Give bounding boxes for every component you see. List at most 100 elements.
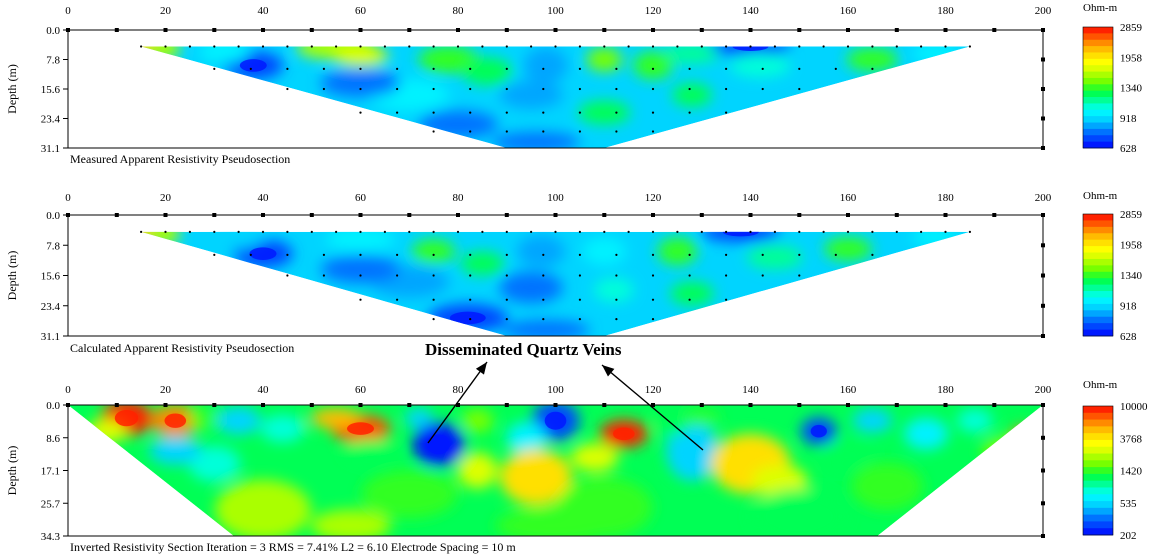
datum-point <box>651 230 655 233</box>
datum-point <box>505 253 508 256</box>
colorbar-label: 1420 <box>1120 466 1143 478</box>
datum-point <box>725 67 728 70</box>
colorbar-swatch <box>1083 412 1113 420</box>
electrode-marker <box>748 213 753 217</box>
x-tick-label: 0 <box>65 192 71 204</box>
resistivity-blob <box>904 417 948 450</box>
datum-point <box>140 230 143 233</box>
datum-point <box>615 318 618 321</box>
colorbar-label: 2859 <box>1120 22 1143 34</box>
datum-point <box>700 230 703 233</box>
datum-point <box>749 230 752 233</box>
datum-point <box>798 253 801 256</box>
resistivity-core <box>103 41 130 54</box>
datum-point <box>359 111 362 114</box>
datum-point <box>396 253 399 256</box>
datum-point <box>396 111 399 114</box>
electrode-marker <box>651 28 655 32</box>
colorbar-label: 628 <box>1120 331 1137 343</box>
resistivity-blob <box>320 69 401 98</box>
colorbar-swatch <box>1083 521 1113 529</box>
colorbar-swatch <box>1083 141 1113 149</box>
colorbar-swatch <box>1083 103 1113 111</box>
resistivity-blob <box>149 436 202 465</box>
datum-point <box>725 87 728 91</box>
colorbar-swatch <box>1083 329 1113 337</box>
resistivity-core <box>103 227 130 240</box>
datum-point <box>798 230 801 233</box>
y-axis-label: Depth (m) <box>5 64 19 114</box>
datum-point <box>505 274 508 277</box>
resistivity-blob <box>215 479 311 536</box>
datum-point <box>968 230 972 233</box>
resistivity-blob <box>664 46 720 64</box>
datum-point <box>249 253 252 256</box>
colorbar-swatch <box>1083 439 1113 448</box>
datum-point <box>578 87 582 91</box>
colorbar-swatch <box>1083 27 1113 34</box>
datum-point <box>871 253 874 256</box>
colorbar-swatch <box>1083 480 1113 488</box>
datum-point <box>798 67 801 70</box>
datum-point <box>871 230 874 233</box>
electrode-marker <box>748 28 753 32</box>
electrode-marker <box>943 213 948 217</box>
electrode-marker <box>748 403 753 407</box>
colorbar-label: 1340 <box>1120 83 1143 95</box>
datum-point <box>481 45 484 48</box>
colorbar-swatch <box>1083 303 1113 311</box>
y-tick-label: 7.8 <box>46 55 60 67</box>
datum-point <box>761 67 764 70</box>
datum-point <box>286 230 289 233</box>
x-axis: 0 20 40 60 80 100 120 140 160 180 200 <box>65 5 1052 17</box>
datum-point <box>688 274 691 277</box>
datum-point <box>261 45 265 48</box>
colorbar-swatch <box>1083 426 1113 434</box>
resistivity-blob <box>310 509 391 536</box>
y-tick-label: 7.8 <box>46 240 60 252</box>
right-axis-marker <box>1041 303 1045 308</box>
datum-point <box>505 298 508 301</box>
resistivity-blob <box>911 231 960 247</box>
electrode-marker <box>992 213 997 217</box>
electrode-marker <box>894 213 899 217</box>
datum-point <box>651 111 655 114</box>
datum-point <box>542 298 545 301</box>
section-field <box>68 405 1043 536</box>
resistivity-blob <box>911 46 960 64</box>
resistivity-blob <box>457 452 498 489</box>
x-tick-label: 60 <box>355 192 367 204</box>
datum-point <box>456 230 460 233</box>
datum-point <box>432 87 435 91</box>
datum-point <box>322 67 325 70</box>
colorbar-swatch <box>1083 271 1113 279</box>
datum-point <box>396 298 399 301</box>
datum-point <box>383 45 386 48</box>
resistivity-blob <box>141 231 147 248</box>
colorbar-swatch <box>1083 39 1113 47</box>
datum-point <box>432 67 435 70</box>
colorbar-swatch <box>1083 58 1113 66</box>
resistivity-blob <box>746 245 803 270</box>
colorbar-label: 3768 <box>1120 433 1143 445</box>
electrode-marker <box>261 213 265 217</box>
datum-point <box>335 230 338 233</box>
datum-points <box>140 230 972 321</box>
colorbar-swatch <box>1083 265 1113 273</box>
colorbar-swatch <box>1083 487 1113 495</box>
datum-point <box>725 274 728 277</box>
datum-point <box>578 67 582 70</box>
datum-point <box>554 45 557 48</box>
colorbar-swatch <box>1083 446 1113 454</box>
datum-point <box>164 45 167 48</box>
colorbar-swatch <box>1083 406 1113 414</box>
section-caption: Measured Apparent Resistivity Pseudosect… <box>70 152 290 166</box>
colorbar-swatch <box>1083 214 1113 221</box>
colorbar-label: 2859 <box>1120 209 1143 221</box>
section-field <box>103 227 970 336</box>
datum-point <box>469 130 472 133</box>
datum-point <box>627 45 630 48</box>
datum-point <box>542 87 545 91</box>
electrode-marker <box>407 213 412 217</box>
datum-point <box>542 67 545 70</box>
